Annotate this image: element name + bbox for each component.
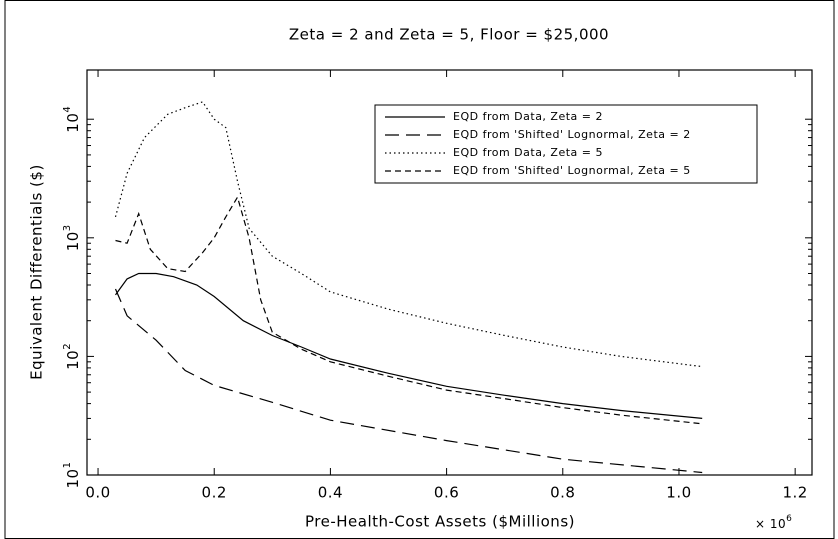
x-tick-label: 0.6: [434, 484, 459, 502]
y-axis-label: Equivalent Differentials ($): [28, 164, 46, 380]
x-tick-label: 1.2: [782, 484, 807, 502]
series-line: [114, 288, 703, 474]
x-tick-label: 1.0: [666, 484, 691, 502]
figure-frame: [4, 0, 835, 539]
y-tick-base: 10: [64, 350, 82, 370]
y-tick-exponent: 1: [62, 462, 73, 469]
plot-frame: [86, 69, 813, 476]
x-tick-label: 0.4: [318, 484, 343, 502]
y-tick-label: 101: [62, 462, 82, 489]
x-multiplier-exponent: 6: [786, 514, 792, 524]
x-axis-label: Pre-Health-Cost Assets ($Millions): [305, 513, 575, 531]
y-tick-exponent: 2: [62, 343, 73, 350]
x-tick-label: 0.8: [550, 484, 575, 502]
legend-label: EQD from 'Shifted' Lognormal, Zeta = 5: [453, 164, 691, 177]
series-line: [115, 195, 703, 425]
x-tick-label: 0.0: [85, 484, 110, 502]
series-line: [115, 272, 703, 419]
series-line: [114, 101, 703, 368]
y-tick-label: 104: [62, 106, 82, 133]
y-tick-exponent: 4: [62, 106, 73, 113]
y-tick-base: 10: [64, 113, 82, 133]
chart-title: Zeta = 2 and Zeta = 5, Floor = $25,000: [289, 26, 609, 44]
y-tick-label: 103: [62, 224, 82, 251]
y-tick-base: 10: [64, 231, 82, 251]
y-tick-label: 102: [62, 343, 82, 370]
legend-label: EQD from 'Shifted' Lognormal, Zeta = 2: [453, 128, 691, 141]
x-tick-label: 0.2: [202, 484, 227, 502]
y-tick-exponent: 3: [62, 224, 73, 231]
x-multiplier: × 106: [755, 514, 792, 531]
legend-label: EQD from Data, Zeta = 5: [453, 146, 603, 159]
legend-label: EQD from Data, Zeta = 2: [453, 110, 603, 123]
legend-box: [374, 104, 758, 184]
x-multiplier-base: × 10: [755, 517, 786, 531]
y-tick-base: 10: [64, 468, 82, 488]
